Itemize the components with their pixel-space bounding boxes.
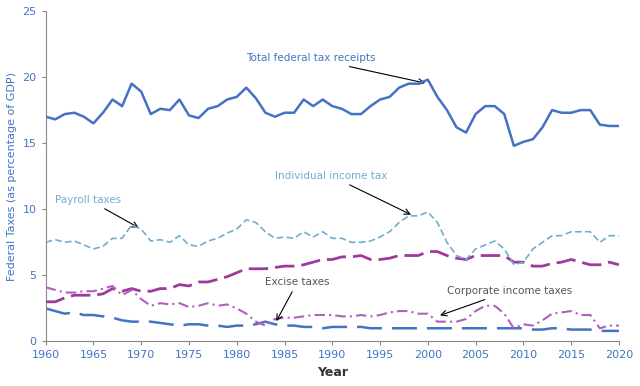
Text: Total federal tax receipts: Total federal tax receipts — [246, 53, 424, 84]
Text: Excise taxes: Excise taxes — [266, 277, 330, 320]
Text: Corporate income taxes: Corporate income taxes — [441, 286, 572, 316]
Text: Individual income tax: Individual income tax — [275, 171, 410, 214]
X-axis label: Year: Year — [317, 366, 348, 379]
Text: Payroll taxes: Payroll taxes — [55, 195, 138, 227]
Y-axis label: Federal Taxes (as percentage of GDP): Federal Taxes (as percentage of GDP) — [7, 72, 17, 281]
